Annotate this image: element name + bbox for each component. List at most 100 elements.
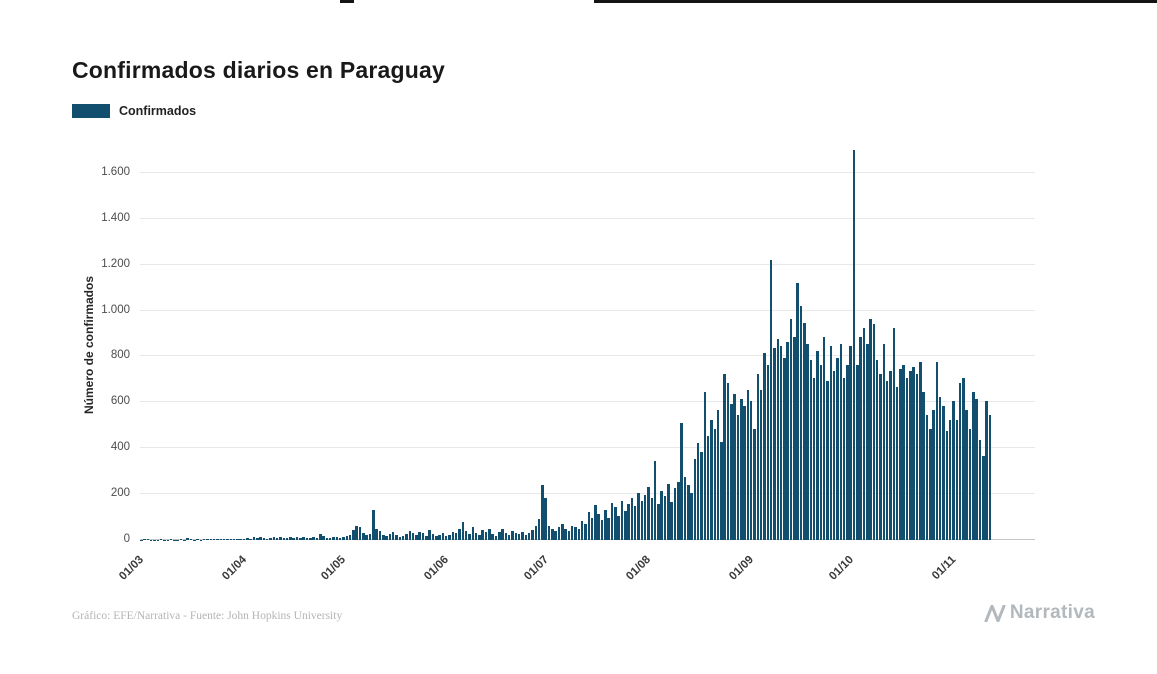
bar[interactable] — [418, 531, 421, 540]
bar[interactable] — [925, 414, 929, 540]
bar[interactable] — [285, 537, 289, 540]
bar[interactable] — [972, 392, 975, 540]
bar[interactable] — [875, 359, 879, 540]
bar[interactable] — [687, 485, 690, 540]
bar[interactable] — [736, 414, 740, 540]
bar[interactable] — [454, 533, 458, 540]
bar[interactable] — [663, 495, 667, 540]
bar[interactable] — [759, 389, 763, 540]
bar[interactable] — [776, 339, 779, 540]
bar[interactable] — [620, 500, 624, 540]
bar[interactable] — [272, 537, 276, 540]
bar[interactable] — [696, 442, 700, 540]
bar[interactable] — [511, 531, 514, 540]
bar[interactable] — [236, 538, 239, 540]
bar[interactable] — [169, 539, 173, 540]
bar[interactable] — [352, 530, 355, 540]
bar[interactable] — [766, 364, 770, 540]
bar[interactable] — [309, 538, 312, 540]
bar[interactable] — [650, 497, 654, 540]
bar[interactable] — [435, 536, 438, 540]
bar[interactable] — [866, 343, 869, 540]
bar[interactable] — [793, 336, 796, 540]
bar[interactable] — [600, 519, 604, 540]
bar[interactable] — [677, 481, 680, 540]
bar[interactable] — [624, 510, 627, 540]
bar[interactable] — [580, 521, 584, 540]
bar[interactable] — [985, 401, 988, 540]
bar[interactable] — [773, 348, 776, 540]
bar[interactable] — [633, 506, 637, 540]
bar[interactable] — [202, 539, 206, 540]
bar[interactable] — [474, 532, 478, 540]
bar[interactable] — [415, 534, 418, 540]
bar[interactable] — [451, 531, 455, 540]
bar[interactable] — [408, 530, 412, 540]
bar[interactable] — [653, 460, 657, 540]
bar[interactable] — [507, 534, 511, 540]
bar[interactable] — [338, 537, 342, 540]
bar[interactable] — [498, 532, 501, 540]
bar[interactable] — [617, 515, 620, 540]
bar[interactable] — [693, 458, 697, 540]
bar[interactable] — [494, 535, 498, 540]
bar[interactable] — [299, 538, 302, 540]
bar[interactable] — [716, 410, 720, 540]
bar[interactable] — [846, 364, 849, 540]
bar[interactable] — [680, 423, 683, 540]
bar[interactable] — [398, 536, 402, 540]
bar[interactable] — [322, 536, 325, 540]
bar[interactable] — [879, 373, 882, 540]
bar[interactable] — [902, 364, 905, 540]
bar[interactable] — [938, 396, 942, 540]
bar[interactable] — [812, 378, 816, 540]
bar[interactable] — [551, 529, 554, 540]
bar[interactable] — [242, 538, 246, 540]
bar[interactable] — [769, 260, 773, 540]
bar[interactable] — [723, 373, 726, 540]
bar[interactable] — [501, 529, 504, 540]
bar[interactable] — [305, 537, 309, 540]
bar[interactable] — [458, 529, 461, 540]
bar[interactable] — [222, 539, 226, 540]
bar[interactable] — [965, 410, 968, 540]
bar[interactable] — [789, 319, 793, 540]
bar[interactable] — [706, 435, 710, 540]
bar[interactable] — [885, 380, 889, 540]
bar[interactable] — [640, 501, 644, 540]
bar[interactable] — [597, 514, 600, 540]
bar[interactable] — [265, 538, 269, 540]
bar[interactable] — [822, 336, 826, 540]
bar[interactable] — [279, 536, 282, 540]
bar[interactable] — [753, 428, 756, 540]
bar[interactable] — [206, 538, 209, 540]
bar[interactable] — [988, 414, 992, 540]
bar[interactable] — [952, 401, 955, 540]
bar[interactable] — [915, 373, 919, 540]
bar[interactable] — [756, 373, 760, 540]
bar[interactable] — [378, 531, 382, 540]
bar[interactable] — [746, 389, 750, 540]
bar[interactable] — [962, 378, 965, 540]
bar[interactable] — [312, 537, 315, 540]
bar[interactable] — [842, 378, 846, 540]
bar[interactable] — [643, 495, 647, 540]
bar[interactable] — [504, 533, 508, 540]
bar[interactable] — [786, 341, 789, 540]
bar[interactable] — [461, 522, 465, 540]
bar[interactable] — [282, 538, 286, 540]
bar[interactable] — [590, 518, 594, 540]
bar[interactable] — [743, 405, 746, 540]
bar[interactable] — [289, 537, 292, 540]
bar[interactable] — [730, 403, 733, 540]
bar[interactable] — [968, 428, 972, 540]
bar[interactable] — [295, 537, 299, 540]
bar[interactable] — [262, 538, 266, 540]
bar[interactable] — [252, 537, 256, 540]
bar[interactable] — [955, 419, 959, 540]
bar[interactable] — [531, 530, 534, 540]
bar[interactable] — [733, 394, 736, 540]
bar[interactable] — [630, 497, 634, 540]
bar[interactable] — [869, 319, 872, 540]
bar[interactable] — [832, 371, 836, 540]
